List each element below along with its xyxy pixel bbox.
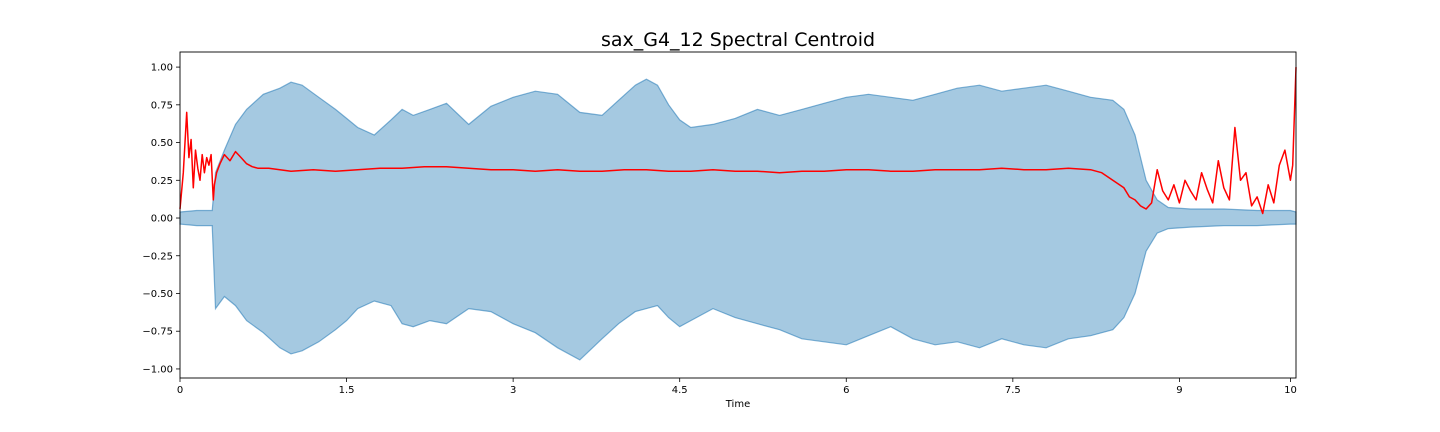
x-axis-label: Time xyxy=(725,399,750,410)
y-tick-label: 0.00 xyxy=(151,214,173,225)
x-tick-label: 7.5 xyxy=(1005,385,1021,396)
y-tick-label: 0.75 xyxy=(151,100,173,111)
chart-title: sax_G4_12 Spectral Centroid xyxy=(601,29,875,51)
y-tick-label: −0.75 xyxy=(142,327,173,338)
x-tick-label: 0 xyxy=(177,385,183,396)
x-tick-label: 10 xyxy=(1284,385,1297,396)
x-axis: 0 1.5 3 4.5 6 7.5 9 10 xyxy=(177,378,1297,396)
y-tick-label: −0.50 xyxy=(142,289,173,300)
x-tick-label: 9 xyxy=(1176,385,1182,396)
x-tick-label: 1.5 xyxy=(339,385,355,396)
y-tick-label: −0.25 xyxy=(142,251,173,262)
y-tick-label: 0.25 xyxy=(151,176,173,187)
y-tick-label: 0.50 xyxy=(151,138,173,149)
x-tick-label: 4.5 xyxy=(672,385,688,396)
waveform-envelope xyxy=(179,78,1297,361)
x-tick-label: 6 xyxy=(843,385,849,396)
y-tick-label: −1.00 xyxy=(142,364,173,375)
plot-frame xyxy=(179,51,1297,379)
x-tick-label: 3 xyxy=(510,385,516,396)
spectral-centroid-line xyxy=(179,67,1297,215)
y-tick-label: 1.00 xyxy=(151,63,173,74)
plot-area xyxy=(179,67,1297,361)
y-axis: 1.00 0.75 0.50 0.25 0.00 −0.25 −0.50 −0.75 −1.00 xyxy=(142,63,180,375)
